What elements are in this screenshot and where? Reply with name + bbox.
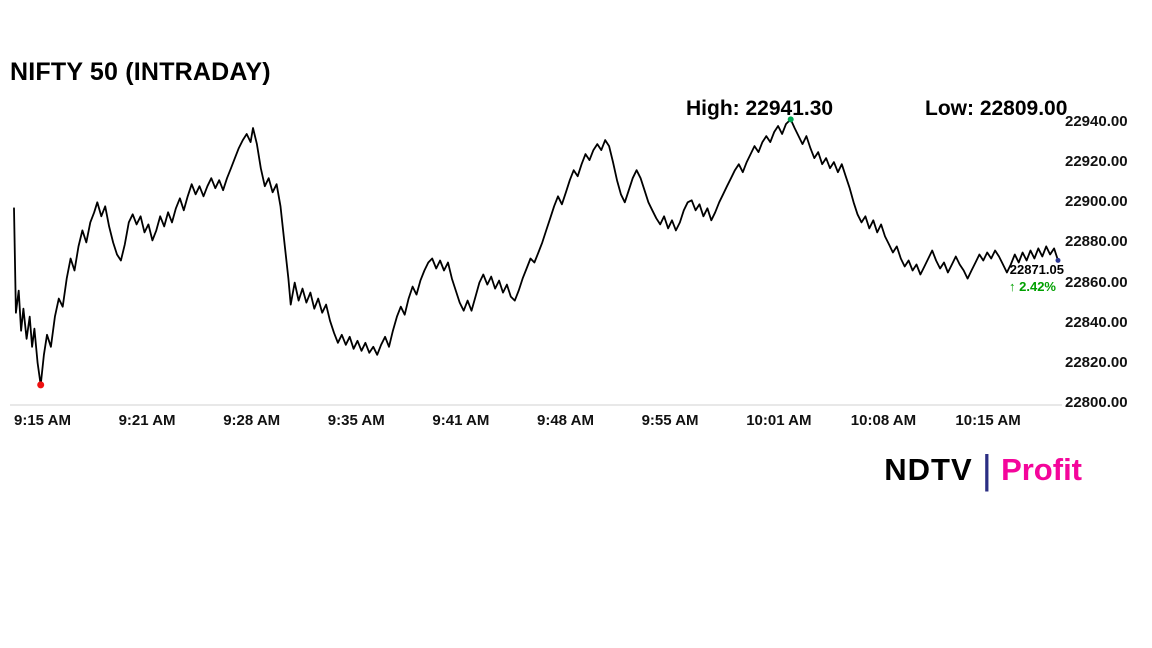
last-price-label: 22871.05 xyxy=(1009,262,1064,277)
chart-title: NIFTY 50 (INTRADAY) xyxy=(10,58,271,86)
last-change-label: ↑ 2.42% xyxy=(1009,279,1056,294)
high-annotation: High: 22941.30 xyxy=(686,97,834,120)
low-point-marker xyxy=(37,381,45,389)
logo-ndtv-text: NDTV xyxy=(884,452,973,487)
up-arrow-icon: ↑ xyxy=(1009,279,1016,294)
low-annotation: Low: 22809.00 xyxy=(925,97,1068,120)
last-change-percent: 2.42% xyxy=(1019,279,1056,294)
ndtv-profit-logo: NDTV | Profit xyxy=(884,448,1082,492)
high-point-marker xyxy=(787,116,794,123)
price-line xyxy=(13,118,1059,386)
logo-separator-bar: | xyxy=(981,448,993,492)
last-point-marker xyxy=(1055,257,1061,263)
logo-profit-text: Profit xyxy=(1001,452,1082,487)
